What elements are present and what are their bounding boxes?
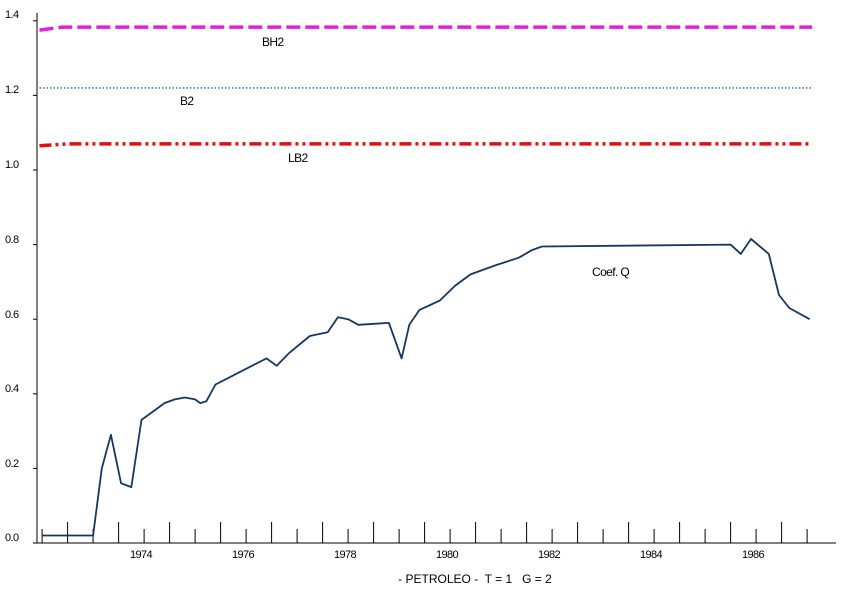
- x-tick-label: 1978: [334, 549, 357, 561]
- y-tick-label: 0.6: [5, 309, 19, 321]
- annotation-b2: B2: [180, 94, 194, 108]
- x-tick-label: 1982: [538, 549, 561, 561]
- annotation-coef-q: Coef. Q: [592, 265, 629, 279]
- x-tick-label: 1976: [232, 549, 255, 561]
- y-tick-label: 0.0: [5, 532, 19, 544]
- annotation-bh2: BH2: [262, 35, 284, 49]
- x-tick-marks: [41, 522, 808, 543]
- x-tick-label: 1980: [436, 549, 459, 561]
- y-tick-label: 1.2: [5, 84, 19, 96]
- y-tick-label: 0.4: [5, 383, 19, 395]
- y-tick-label: 0.2: [5, 458, 19, 470]
- x-tick-label: 1984: [640, 549, 663, 561]
- x-ticks: 1974 1976 1978 1980 1982 1984 1986: [130, 549, 765, 561]
- x-tick-label: 1986: [742, 549, 765, 561]
- series-line-bh2: [39, 25, 813, 32]
- series-line-lb2: [39, 142, 813, 148]
- series-line-coef-q: [42, 238, 811, 537]
- series-layer: [39, 25, 813, 537]
- y-tick-marks: [33, 20, 37, 544]
- y-ticks: 0.0 0.2 0.4 0.6 0.8 1.0 1.2 1.4: [5, 9, 20, 544]
- y-tick-label: 0.8: [5, 234, 19, 246]
- x-axis-label: - PETROLEO - T = 1 G = 2: [398, 572, 552, 586]
- y-tick-label: 1.0: [5, 159, 19, 171]
- x-tick-label: 1974: [130, 549, 153, 561]
- annotation-lb2: LB2: [288, 151, 308, 165]
- y-tick-label: 1.4: [5, 9, 19, 21]
- annotations: BH2 B2 LB2 Coef. Q: [180, 35, 630, 279]
